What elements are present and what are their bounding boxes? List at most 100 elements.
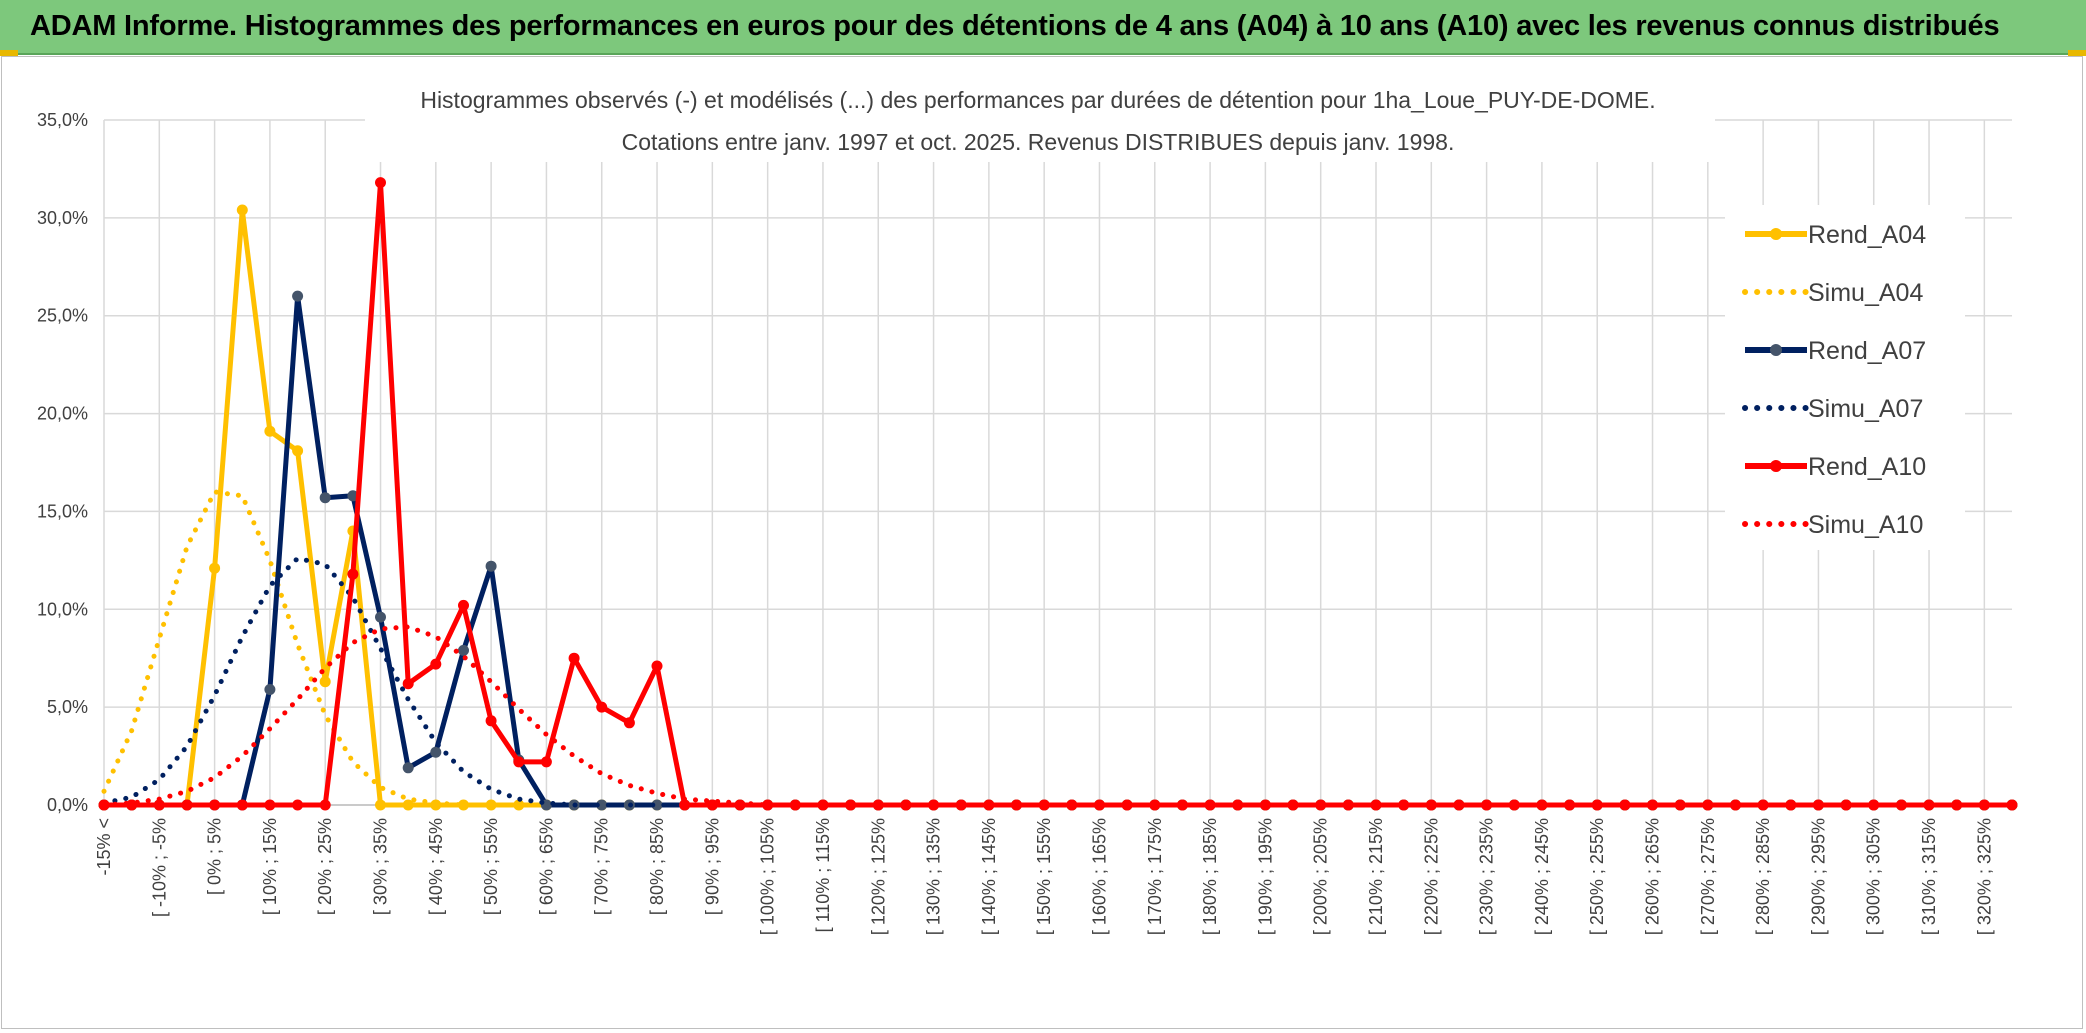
- legend-item: Rend_A10: [1745, 453, 1926, 481]
- data-point: [347, 490, 359, 502]
- data-point: [1591, 799, 1603, 811]
- data-point: [513, 799, 525, 811]
- data-point: [458, 799, 469, 811]
- x-tick-label: -15% <: [94, 818, 114, 876]
- series-line: [101, 624, 2015, 808]
- data-point: [319, 799, 331, 811]
- data-point: [292, 290, 304, 302]
- legend-marker: [1770, 460, 1782, 472]
- data-point: [181, 799, 193, 811]
- x-tick-label: [ 10% ; 15%: [260, 818, 280, 915]
- x-tick-label: [ 130% ; 135%: [924, 818, 944, 935]
- data-point: [762, 799, 774, 811]
- data-point: [485, 715, 497, 727]
- x-tick-label: [ 70% ; 75%: [592, 818, 612, 915]
- data-point: [430, 658, 442, 670]
- data-point: [596, 799, 608, 811]
- data-point: [513, 756, 525, 768]
- data-point: [1094, 799, 1105, 811]
- y-tick-label: 35,0%: [37, 110, 88, 130]
- data-point: [1149, 799, 1161, 811]
- x-tick-label: [ 60% ; 65%: [536, 818, 556, 915]
- data-point: [236, 799, 248, 811]
- x-tick-label: [ 220% ; 225%: [1421, 818, 1441, 935]
- data-point: [872, 799, 884, 811]
- title-background: [365, 80, 1715, 162]
- data-point: [1536, 799, 1548, 811]
- data-point: [928, 799, 940, 811]
- x-tick-label: [ 30% ; 35%: [371, 818, 391, 915]
- x-tick-label: [ 50% ; 55%: [481, 818, 501, 915]
- data-point: [209, 562, 221, 574]
- x-tick-label: [ 210% ; 215%: [1366, 818, 1386, 935]
- data-point: [596, 701, 608, 713]
- legend-item: Simu_A10: [1742, 511, 1923, 539]
- data-point: [236, 204, 248, 216]
- legend-label: Rend_A07: [1808, 337, 1926, 365]
- x-tick-label: [ 320% ; 325%: [1974, 818, 1994, 935]
- data-point: [402, 678, 414, 690]
- x-tick-label: [ 270% ; 275%: [1698, 818, 1718, 935]
- data-point: [1730, 799, 1741, 811]
- y-axis-ticks: 0,0% 5,0% 10,0% 15,0% 20,0% 25,0% 30,0% 35,0%: [37, 110, 88, 815]
- x-tick-label: [ 40% ; 45%: [426, 818, 446, 915]
- data-point: [1647, 799, 1658, 811]
- data-point: [1315, 799, 1327, 811]
- x-tick-label: [ 300% ; 305%: [1864, 818, 1884, 935]
- data-point: [402, 762, 414, 774]
- data-point: [347, 568, 359, 580]
- chart-subtitle: Cotations entre janv. 1997 et oct. 2025.…: [622, 129, 1455, 155]
- x-tick-label: [ -10% ; -5%: [149, 818, 169, 917]
- data-point: [485, 560, 497, 572]
- y-tick-label: 10,0%: [37, 599, 88, 619]
- data-point: [1425, 799, 1437, 811]
- frame-corner-right: [2068, 50, 2086, 56]
- x-tick-label: [ 290% ; 295%: [1808, 818, 1828, 935]
- frame-corner-left: [0, 50, 18, 56]
- series-lines: [98, 177, 2018, 811]
- y-tick-label: 15,0%: [37, 501, 88, 521]
- x-tick-label: [ 0% ; 5%: [205, 818, 225, 895]
- report-title: ADAM Informe. Histogrammes des performan…: [30, 10, 2000, 42]
- legend-label: Simu_A10: [1808, 511, 1923, 539]
- data-point: [319, 492, 331, 504]
- x-tick-label: [ 310% ; 315%: [1919, 818, 1939, 935]
- y-tick-label: 20,0%: [37, 404, 88, 424]
- x-axis-ticks: -15% < [ -10% ; -5% [ 0% ; 5% [ 10% ; 15% [ …: [94, 818, 1994, 935]
- data-point: [1619, 799, 1631, 811]
- legend: Rend_A04 Simu_A04 Rend_A07 Simu_A07 Rend_A10…: [1742, 221, 1926, 539]
- x-tick-label: [ 160% ; 165%: [1089, 818, 1109, 935]
- data-point: [651, 660, 663, 672]
- x-tick-label: [ 260% ; 265%: [1643, 818, 1663, 935]
- x-tick-label: [ 140% ; 145%: [979, 818, 999, 935]
- data-point: [1785, 799, 1797, 811]
- data-point: [540, 756, 552, 768]
- y-tick-label: 30,0%: [37, 208, 88, 228]
- x-tick-label: [ 110% ; 115%: [813, 818, 833, 932]
- data-point: [402, 799, 414, 811]
- data-point: [264, 684, 276, 695]
- x-tick-label: [ 250% ; 255%: [1587, 818, 1607, 935]
- x-tick-label: [ 90% ; 95%: [702, 818, 722, 915]
- data-point: [651, 799, 663, 811]
- x-tick-label: [ 120% ; 125%: [868, 818, 888, 935]
- legend-marker: [1770, 344, 1782, 356]
- data-point: [264, 425, 276, 437]
- x-tick-label: [ 20% ; 25%: [315, 818, 335, 915]
- data-point: [458, 644, 469, 656]
- x-tick-label: [ 240% ; 245%: [1532, 818, 1552, 935]
- legend-item: Simu_A04: [1742, 279, 1923, 307]
- data-point: [375, 177, 386, 189]
- y-tick-label: 0,0%: [47, 795, 88, 815]
- data-point: [375, 611, 386, 623]
- data-point: [1204, 799, 1216, 811]
- y-tick-label: 5,0%: [47, 697, 88, 717]
- data-point: [458, 599, 469, 611]
- data-point: [292, 445, 304, 457]
- data-point: [430, 746, 442, 758]
- data-point: [319, 676, 331, 688]
- x-tick-label: [ 280% ; 285%: [1753, 818, 1773, 935]
- data-point: [1038, 799, 1050, 811]
- data-point: [568, 652, 580, 664]
- data-point: [983, 799, 995, 811]
